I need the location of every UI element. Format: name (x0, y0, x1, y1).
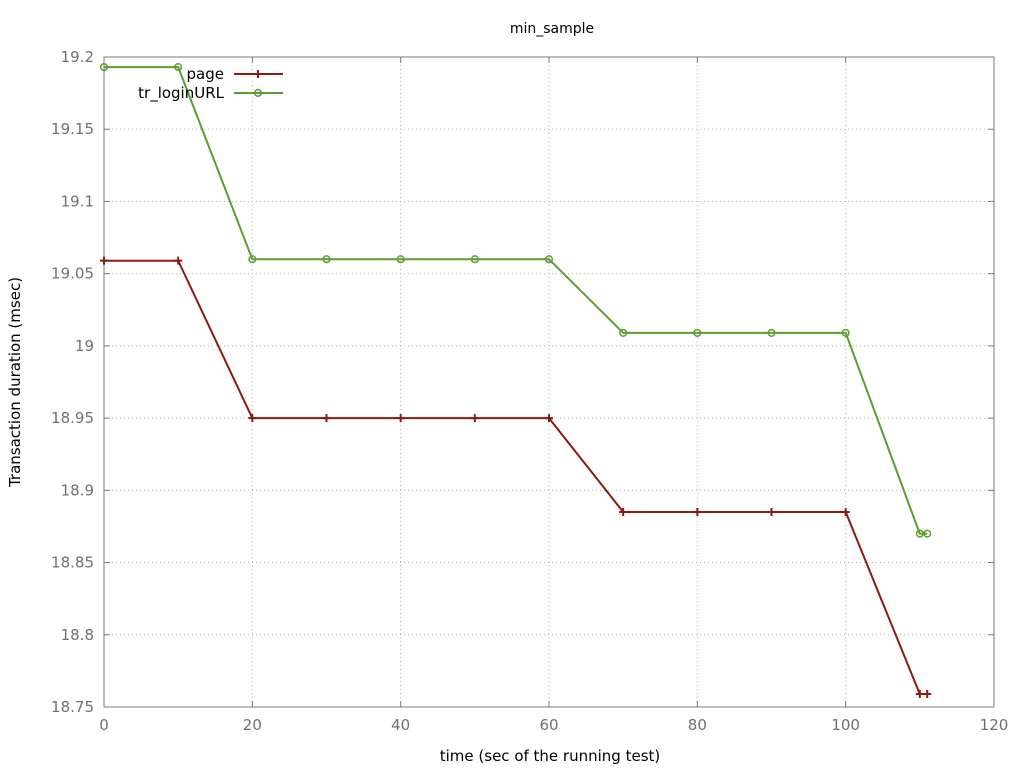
legend-marker (254, 70, 262, 78)
data-point (470, 255, 479, 264)
y-tick-label: 19.1 (61, 192, 94, 210)
y-tick-label: 18.8 (61, 626, 94, 644)
legend-item-tr_loginURL: tr_loginURL (138, 84, 283, 103)
data-point (923, 690, 932, 698)
data-point (693, 328, 702, 337)
data-point (322, 255, 331, 264)
series-tr_loginURL (99, 63, 932, 538)
x-axis-label: time (sec of the running test) (440, 747, 661, 765)
legend-item-page: page (187, 65, 283, 83)
data-point (915, 529, 924, 538)
data-point (100, 256, 108, 265)
y-tick-label: 19 (75, 337, 94, 355)
x-tick-label: 0 (99, 716, 109, 734)
x-tick-label: 60 (539, 716, 558, 734)
y-tick-label: 18.95 (51, 409, 94, 427)
data-point (396, 255, 405, 264)
legend-marker (253, 88, 263, 98)
x-tick-label: 120 (980, 716, 1009, 734)
grid (104, 57, 994, 707)
y-tick-label: 18.75 (51, 698, 94, 716)
y-tick-label: 19.15 (51, 120, 94, 138)
data-point (470, 414, 479, 423)
y-tick-label: 18.85 (51, 554, 94, 572)
legend-label: tr_loginURL (138, 84, 224, 103)
data-point (248, 414, 257, 423)
data-point (174, 256, 183, 265)
data-point (322, 414, 331, 423)
data-point (99, 63, 109, 72)
y-tick-label: 19.05 (51, 265, 94, 283)
data-point (396, 414, 405, 423)
y-axis-ticks: 18.75 18.8 18.85 18.9 18.95 19 19.05 19.1 19.15 1… (51, 48, 994, 716)
data-point (841, 508, 850, 516)
y-axis-label: Transaction duration (msec) (6, 277, 24, 488)
series-page (100, 256, 932, 698)
data-point (693, 508, 702, 516)
data-point (248, 255, 257, 264)
x-tick-label: 100 (831, 716, 860, 734)
series-layer (99, 63, 932, 698)
data-point (545, 414, 553, 423)
y-tick-label: 18.9 (61, 481, 94, 499)
data-point (841, 328, 850, 337)
data-point (915, 690, 924, 698)
x-tick-label: 20 (243, 716, 262, 734)
legend-label: page (187, 65, 224, 83)
data-point (767, 508, 776, 516)
chart-title: min_sample (510, 21, 594, 37)
data-point (544, 255, 554, 264)
x-tick-label: 40 (391, 716, 410, 734)
data-point (619, 508, 628, 516)
y-tick-label: 19.2 (61, 48, 94, 66)
data-point (619, 328, 628, 337)
series-line (104, 66, 928, 535)
data-point (923, 529, 932, 538)
data-point (174, 63, 183, 72)
x-tick-label: 80 (688, 716, 707, 734)
x-axis-ticks: 0 20 40 60 80 100 120 (99, 57, 1008, 734)
series-line (104, 259, 928, 695)
data-point (767, 328, 776, 337)
